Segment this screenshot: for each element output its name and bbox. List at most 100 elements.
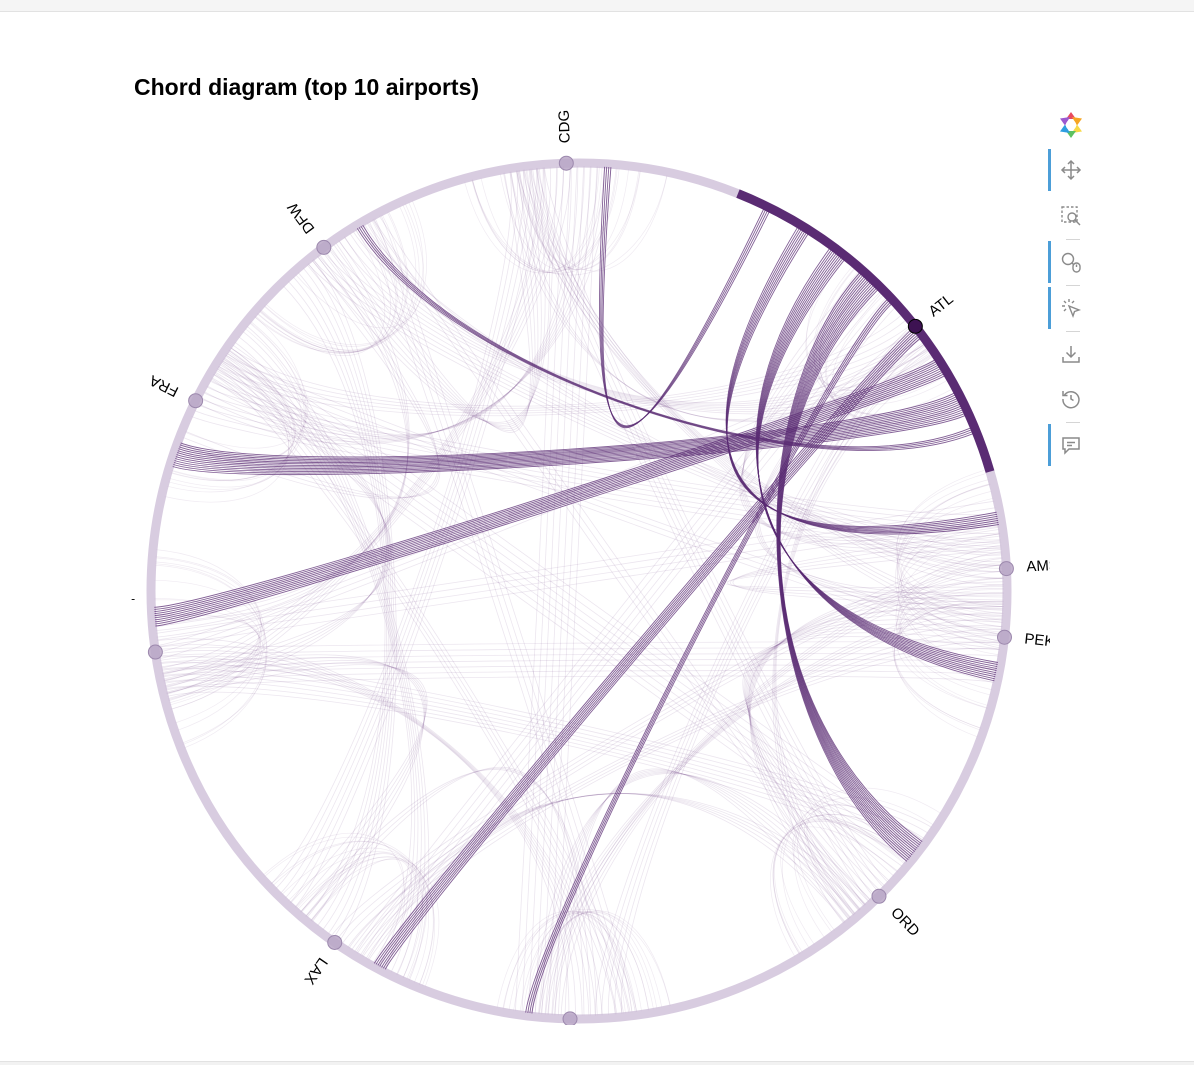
edge xyxy=(496,910,637,1013)
highlighted-edge xyxy=(154,366,941,617)
edge xyxy=(374,307,896,964)
edge xyxy=(529,168,1004,614)
edge xyxy=(297,856,440,988)
wheel-zoom-tool[interactable] xyxy=(1048,241,1094,283)
edge xyxy=(792,818,906,933)
edge xyxy=(167,316,307,493)
highlighted-edge xyxy=(177,401,960,465)
box-zoom-tool[interactable] xyxy=(1048,195,1094,237)
edge xyxy=(218,365,1001,649)
edge xyxy=(732,529,1004,608)
edge xyxy=(171,358,291,482)
reset-tool[interactable] xyxy=(1048,378,1094,420)
edge xyxy=(564,768,846,1016)
edge xyxy=(537,167,884,888)
highlighted-edge xyxy=(600,166,769,427)
node-label: PEK xyxy=(1024,630,1056,650)
highlighted-edge xyxy=(527,300,890,1013)
edge xyxy=(154,613,260,694)
edge xyxy=(220,362,630,1014)
edge xyxy=(528,166,571,1014)
window-top-border xyxy=(0,0,1194,12)
edge xyxy=(161,377,392,673)
node-marker[interactable] xyxy=(188,393,204,409)
node-label: FRA xyxy=(147,371,181,400)
nodes-layer xyxy=(147,155,1014,1026)
edge xyxy=(900,603,1004,675)
edge xyxy=(813,267,946,403)
box-zoom-icon xyxy=(1061,206,1081,226)
edge xyxy=(538,612,1004,1015)
node-marker[interactable] xyxy=(327,934,343,950)
edge xyxy=(180,255,439,500)
highlighted-edge xyxy=(362,224,972,448)
hover-icon xyxy=(1062,437,1080,455)
reset-icon xyxy=(1062,390,1080,409)
edge xyxy=(528,168,668,272)
edge xyxy=(254,201,424,354)
edge xyxy=(897,483,1002,636)
edge xyxy=(155,246,409,631)
edge xyxy=(226,319,907,409)
edge xyxy=(163,166,551,682)
edge xyxy=(312,259,397,942)
edge xyxy=(162,674,921,845)
edge xyxy=(896,484,1001,646)
edge xyxy=(305,859,428,981)
edge xyxy=(155,549,265,731)
edge xyxy=(545,619,1004,1015)
edge xyxy=(158,650,590,1016)
node-marker[interactable] xyxy=(562,1011,578,1026)
save-tool[interactable] xyxy=(1048,333,1094,375)
edge xyxy=(167,354,387,699)
edge xyxy=(360,225,929,407)
edge xyxy=(782,797,934,949)
node-marker[interactable] xyxy=(558,155,574,171)
node-marker[interactable] xyxy=(998,561,1014,577)
node-marker[interactable] xyxy=(316,239,332,255)
edge xyxy=(171,347,295,480)
edge xyxy=(379,215,866,906)
edge xyxy=(256,211,407,354)
edge xyxy=(552,625,1003,1016)
edge xyxy=(534,911,658,1014)
edge xyxy=(471,170,641,274)
edge xyxy=(158,647,1000,657)
highlighted-edge xyxy=(178,397,959,462)
edge xyxy=(155,500,995,628)
pan-icon xyxy=(1060,159,1082,181)
pan-tool[interactable] xyxy=(1048,149,1094,191)
edge xyxy=(772,820,909,954)
highlighted-edge xyxy=(180,392,956,458)
edge xyxy=(749,594,1005,912)
node-label: DFW xyxy=(284,198,319,236)
edge xyxy=(217,366,908,862)
node-ring xyxy=(146,158,1012,1024)
node-marker[interactable] xyxy=(996,629,1012,645)
edge xyxy=(517,170,870,902)
edge xyxy=(354,635,1002,953)
edge xyxy=(203,166,599,441)
edge xyxy=(368,302,892,961)
node-marker[interactable] xyxy=(147,644,163,660)
hover-tool[interactable] xyxy=(1048,424,1094,466)
edge xyxy=(503,910,642,1012)
edge xyxy=(200,166,605,443)
tap-tool[interactable] xyxy=(1048,287,1094,329)
edge xyxy=(819,279,933,391)
node-marker[interactable] xyxy=(907,318,923,334)
bokeh-logo-icon[interactable] xyxy=(1048,104,1094,146)
edge xyxy=(560,584,1005,1016)
edge xyxy=(287,280,387,923)
highlighted-edge xyxy=(383,336,920,969)
highlighted-edge xyxy=(174,409,964,471)
edge xyxy=(182,260,440,499)
highlighted-edge xyxy=(155,373,945,625)
edge xyxy=(301,856,424,979)
edge xyxy=(300,769,598,1016)
node-marker[interactable] xyxy=(871,888,887,904)
edge xyxy=(194,410,1002,547)
edge xyxy=(203,392,1000,528)
edge xyxy=(209,380,997,516)
